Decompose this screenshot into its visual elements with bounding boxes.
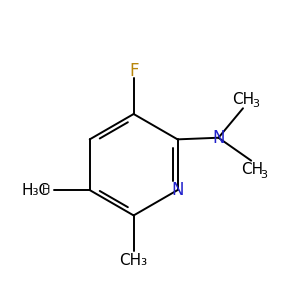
Text: N: N xyxy=(212,129,225,147)
Text: H₃C: H₃C xyxy=(22,183,50,198)
Text: CH: CH xyxy=(232,92,255,106)
Text: 3: 3 xyxy=(260,170,267,180)
Text: CH₃: CH₃ xyxy=(120,253,148,268)
Text: F: F xyxy=(129,62,138,80)
Text: N: N xyxy=(171,181,184,199)
Text: H: H xyxy=(41,185,50,195)
Text: CH: CH xyxy=(241,162,263,177)
Text: 3: 3 xyxy=(252,99,259,109)
